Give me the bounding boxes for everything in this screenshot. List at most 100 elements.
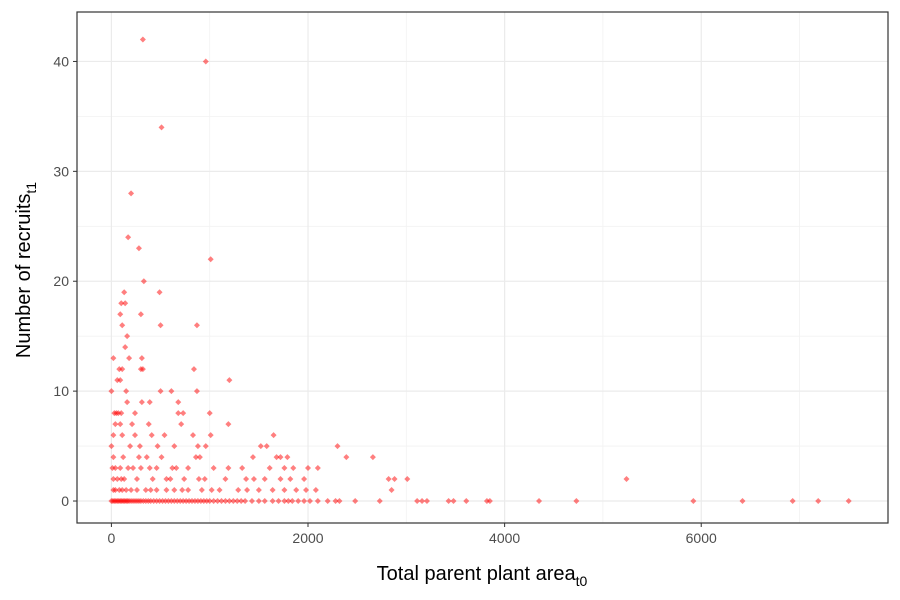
data-point [119,366,126,373]
x-tick-label: 4000 [489,530,520,546]
data-point [301,476,308,483]
data-point [140,278,147,285]
data-point [255,498,262,505]
data-point [158,124,165,131]
data-point [125,465,132,472]
data-point [158,454,165,461]
data-point [131,410,138,417]
data-point [226,498,233,505]
data-point [114,476,121,483]
data-point [185,465,192,472]
data-point [148,432,155,439]
data-point [385,476,392,483]
data-point [128,190,135,197]
data-point [185,487,192,494]
data-point [194,443,201,450]
data-point [207,432,214,439]
data-point [239,465,246,472]
data-point [243,476,250,483]
y-tick-label: 20 [53,273,69,289]
data-point [306,498,313,505]
data-point [122,300,129,307]
x-tick-label: 6000 [686,530,717,546]
data-point [138,399,145,406]
data-point [179,487,186,494]
data-point [269,487,276,494]
data-point [163,487,170,494]
data-point [225,421,232,428]
data-point [125,234,132,241]
data-point [146,399,153,406]
data-point [167,476,174,483]
data-point [193,322,200,329]
data-point [414,498,421,505]
data-point [133,487,140,494]
data-point [136,443,143,450]
data-point [118,476,125,483]
data-point [175,399,182,406]
data-point [192,454,199,461]
data-point [117,311,124,318]
data-point [190,366,197,373]
data-point [181,476,188,483]
data-point [388,487,395,494]
data-point [210,465,217,472]
data-point [118,410,125,417]
data-point [281,465,288,472]
data-point [147,487,154,494]
data-point [145,421,152,428]
data-point [248,498,255,505]
data-point [445,498,452,505]
data-point [110,476,117,483]
data-point [623,476,630,483]
data-point [287,476,294,483]
data-point [123,388,130,395]
data-point [135,245,142,252]
data-point [189,432,196,439]
data-point [173,465,180,472]
y-axis-title-text: Number of recruits [13,194,35,359]
data-point [146,465,153,472]
data-point [137,311,144,318]
data-point [128,487,135,494]
x-axis-ticks: 0 2000 4000 6000 [108,523,717,546]
data-point [120,454,127,461]
data-point [261,476,268,483]
data-point [171,487,178,494]
data-point [163,476,170,483]
data-point [573,498,580,505]
data-point [206,410,213,417]
data-point [277,476,284,483]
data-point [157,322,164,329]
data-point [109,465,116,472]
y-tick-label: 10 [53,383,69,399]
data-point [242,498,249,505]
data-point [137,465,144,472]
data-point [690,498,697,505]
data-point [127,443,134,450]
data-point [281,487,288,494]
data-point [133,476,140,483]
data-point [293,487,300,494]
data-point [269,498,276,505]
data-point [119,322,126,329]
data-point [202,443,209,450]
data-point [270,432,277,439]
data-point [112,487,119,494]
data-point [739,498,746,505]
data-point [815,498,822,505]
data-point [303,487,310,494]
data-point [391,476,398,483]
data-point [343,454,350,461]
data-point [131,432,138,439]
x-axis-title-text: Total parent plant area [377,563,577,585]
data-point [352,498,359,505]
data-point [202,58,209,65]
data-point [314,498,321,505]
data-point [139,366,146,373]
data-point [376,498,383,505]
data-point [123,487,130,494]
data-point [117,465,124,472]
data-point [285,498,292,505]
data-point [301,498,308,505]
